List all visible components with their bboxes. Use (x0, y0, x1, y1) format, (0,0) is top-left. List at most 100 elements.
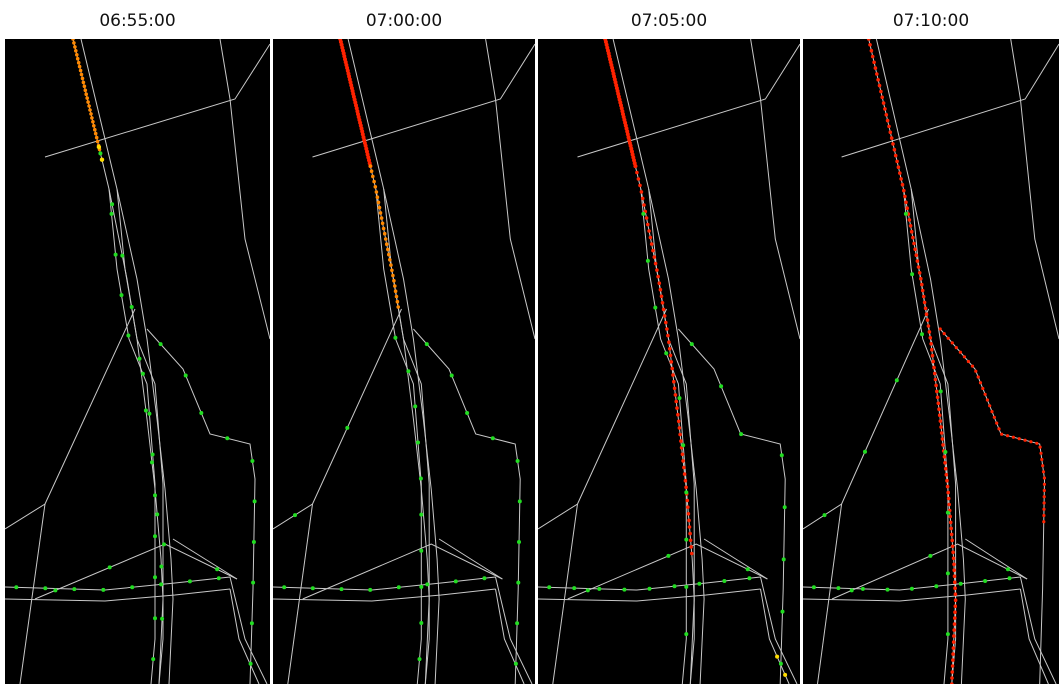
vehicle-marker (638, 183, 642, 188)
vehicle-marker (453, 579, 458, 584)
vehicle-marker (923, 306, 928, 311)
vehicle-marker (949, 526, 953, 531)
vehicle-marker (640, 196, 645, 201)
vehicle-marker (1042, 482, 1046, 486)
vehicle-marker (372, 179, 376, 184)
vehicle-marker (516, 580, 521, 585)
vehicle-marker (872, 60, 876, 65)
vehicle-marker (891, 142, 895, 146)
road-segment (1019, 588, 1049, 684)
road-segment (903, 188, 949, 684)
vehicle-marker (1005, 434, 1010, 438)
road-segment (831, 543, 1028, 600)
vehicle-marker (866, 39, 871, 41)
vehicle-marker (953, 604, 958, 608)
vehicle-marker (515, 459, 520, 463)
vehicle-marker (153, 575, 157, 580)
vehicle-marker (945, 510, 950, 515)
vehicle-marker (672, 386, 677, 391)
vehicle-marker (934, 584, 939, 589)
vehicle-marker (681, 443, 686, 448)
vehicle-marker (943, 461, 947, 465)
vehicle-marker (870, 54, 875, 59)
vehicle-marker (950, 538, 954, 543)
vehicle-marker (899, 177, 903, 181)
vehicle-marker (1040, 457, 1044, 462)
vehicle-marker (153, 534, 157, 539)
vehicle-marker (90, 116, 94, 120)
vehicle-marker (951, 550, 955, 555)
vehicle-marker (91, 120, 95, 124)
vehicle-marker (949, 532, 954, 537)
vehicle-marker (907, 218, 912, 222)
vehicle-marker (869, 48, 874, 53)
vehicle-marker (951, 652, 955, 656)
road-segment (567, 543, 768, 600)
vehicle-marker (392, 278, 396, 283)
vehicle-marker (686, 505, 690, 510)
vehicle-marker (922, 300, 927, 305)
vehicle-marker (950, 664, 955, 668)
vehicle-marker (78, 68, 83, 73)
vehicle-marker (395, 299, 400, 304)
vehicle-marker (1000, 432, 1004, 436)
road-segment (538, 308, 667, 530)
vehicle-marker (396, 305, 400, 309)
vehicle-marker (688, 538, 693, 543)
vehicle-marker (887, 124, 891, 129)
vehicle-marker (368, 587, 373, 592)
vehicle-marker (43, 586, 48, 591)
vehicle-marker (75, 56, 80, 61)
vehicle-marker (981, 386, 985, 391)
vehicle-marker (913, 247, 917, 252)
vehicle-marker (85, 96, 89, 100)
vehicle-marker (686, 512, 691, 516)
vehicle-marker (676, 419, 681, 424)
vehicle-marker (369, 169, 374, 173)
road-segment (939, 328, 1046, 684)
vehicle-marker (873, 66, 878, 70)
vehicle-marker (951, 658, 955, 662)
simulation-panel-4 (803, 39, 1059, 684)
vehicle-marker (974, 369, 978, 373)
vehicle-marker (938, 389, 943, 394)
road-network-map (803, 39, 1059, 684)
vehicle-marker (517, 540, 521, 544)
vehicle-marker (879, 89, 883, 94)
vehicle-marker (379, 216, 384, 220)
vehicle-marker (661, 307, 666, 312)
vehicle-marker (653, 305, 658, 310)
vehicle-marker (515, 621, 520, 626)
vehicle-marker (656, 274, 660, 279)
vehicle-marker (374, 190, 379, 194)
vehicle-marker (87, 104, 91, 108)
vehicle-marker (666, 333, 670, 338)
road-segment (485, 39, 535, 340)
vehicle-marker (622, 587, 627, 592)
vehicle-marker (655, 268, 659, 272)
vehicle-marker (962, 355, 966, 359)
vehicle-marker (894, 378, 899, 383)
road-segment (750, 39, 800, 340)
road-segment (495, 576, 533, 684)
vehicle-marker (376, 200, 381, 205)
vehicle-marker (896, 165, 901, 169)
vehicle-marker (88, 108, 92, 112)
vehicle-marker (380, 221, 385, 226)
vehicle-marker (678, 432, 682, 437)
vehicle-marker (863, 449, 867, 454)
vehicle-marker (928, 336, 933, 340)
time-label-3: 07:05:00 (630, 11, 708, 31)
vehicle-marker (393, 335, 398, 340)
vehicle-marker (215, 567, 220, 572)
vehicle-marker (1029, 440, 1033, 444)
road-segment (273, 576, 496, 591)
vehicle-marker (919, 276, 923, 281)
road-segment (495, 588, 525, 684)
vehicle-marker (1042, 501, 1046, 505)
vehicle-marker (653, 261, 658, 266)
vehicle-marker (938, 327, 942, 331)
vehicle-marker (662, 314, 667, 318)
vehicle-marker (160, 616, 165, 621)
vehicle-marker (651, 248, 655, 253)
